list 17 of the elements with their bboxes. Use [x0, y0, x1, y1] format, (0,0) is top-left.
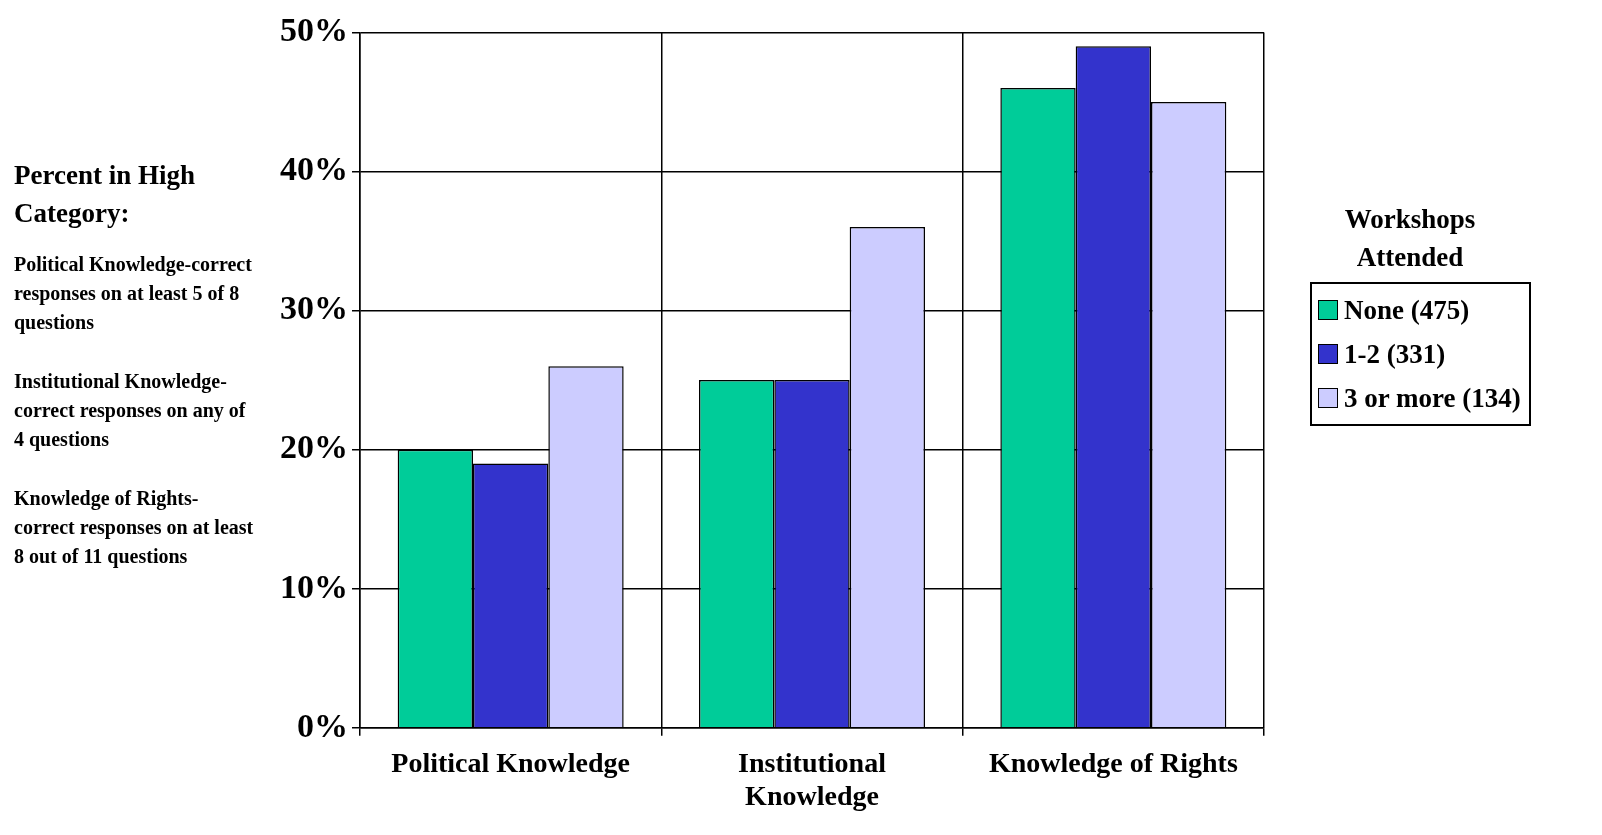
y-tick-label: 20%: [280, 428, 348, 466]
legend-label: 3 or more (134): [1344, 382, 1521, 415]
y-tick-label: 50%: [280, 11, 348, 49]
text: Knowledge of Rights-correct responses on at least 8 out of 11 questions: [14, 486, 254, 570]
text: Political Knowledge-correct responses on at least 5 of 8 questions: [14, 252, 253, 336]
x-tick-label: Institutional Knowledge: [738, 746, 887, 812]
x-tick-label: Political Knowledge: [391, 746, 631, 778]
y-tick-label: 10%: [280, 567, 348, 605]
legend-label: 1-2 (331): [1344, 338, 1446, 371]
y-tick-label: 0%: [297, 706, 348, 744]
y-tick-label: 40%: [280, 150, 348, 188]
text: Institutional Knowledge-correct responses on any of 4 questions: [14, 369, 247, 453]
x-tick-label: Knowledge of Rights: [988, 746, 1238, 778]
y-axis-title: Percent in High Category:: [14, 159, 196, 230]
legend-title: Workshops Attended: [1343, 203, 1477, 274]
y-tick-label: 30%: [280, 289, 348, 327]
legend-label: None (475): [1344, 294, 1470, 327]
